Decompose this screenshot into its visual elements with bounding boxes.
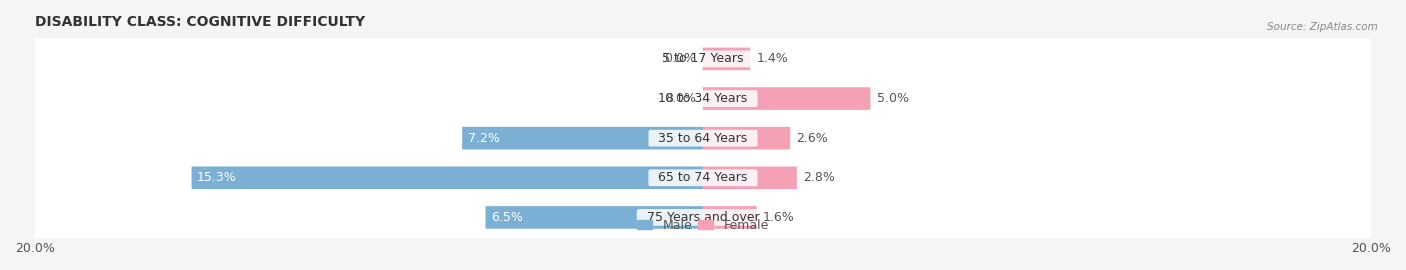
Text: 15.3%: 15.3%	[197, 171, 236, 184]
Text: 1.6%: 1.6%	[763, 211, 794, 224]
Text: 75 Years and over: 75 Years and over	[638, 211, 768, 224]
FancyBboxPatch shape	[34, 157, 1372, 198]
Text: 0.0%: 0.0%	[664, 52, 696, 65]
Text: 2.8%: 2.8%	[803, 171, 835, 184]
Text: 35 to 64 Years: 35 to 64 Years	[651, 132, 755, 145]
FancyBboxPatch shape	[34, 78, 1372, 119]
FancyBboxPatch shape	[703, 48, 749, 70]
Text: 0.0%: 0.0%	[664, 92, 696, 105]
Text: 6.5%: 6.5%	[491, 211, 523, 224]
Text: 18 to 34 Years: 18 to 34 Years	[651, 92, 755, 105]
Text: 2.6%: 2.6%	[797, 132, 828, 145]
FancyBboxPatch shape	[34, 117, 1372, 159]
FancyBboxPatch shape	[191, 167, 703, 189]
Text: 7.2%: 7.2%	[468, 132, 499, 145]
Text: 65 to 74 Years: 65 to 74 Years	[651, 171, 755, 184]
FancyBboxPatch shape	[703, 127, 790, 150]
Text: DISABILITY CLASS: COGNITIVE DIFFICULTY: DISABILITY CLASS: COGNITIVE DIFFICULTY	[35, 15, 366, 29]
Legend: Male, Female: Male, Female	[633, 214, 773, 237]
Text: 1.4%: 1.4%	[756, 52, 789, 65]
Text: 5.0%: 5.0%	[877, 92, 908, 105]
FancyBboxPatch shape	[703, 167, 797, 189]
Text: Source: ZipAtlas.com: Source: ZipAtlas.com	[1267, 22, 1378, 32]
FancyBboxPatch shape	[703, 87, 870, 110]
Text: 5 to 17 Years: 5 to 17 Years	[654, 52, 752, 65]
FancyBboxPatch shape	[703, 206, 756, 229]
FancyBboxPatch shape	[463, 127, 703, 150]
FancyBboxPatch shape	[485, 206, 703, 229]
FancyBboxPatch shape	[34, 38, 1372, 79]
FancyBboxPatch shape	[34, 197, 1372, 238]
